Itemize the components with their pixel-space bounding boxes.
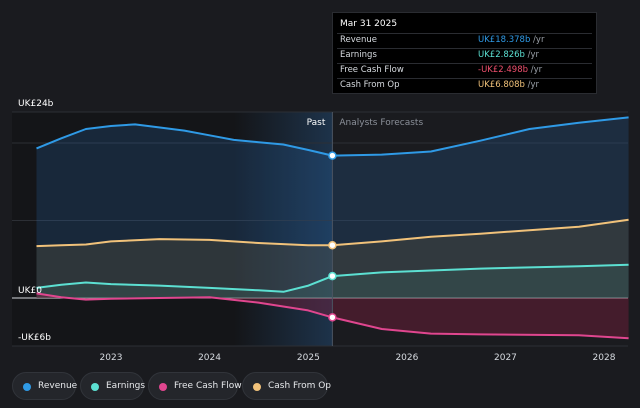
legend-label: Cash From Op [268, 381, 332, 391]
x-tick-label: 2028 [593, 353, 616, 363]
tooltip-row-revenue: Revenue UK£18.378b /yr [333, 34, 598, 48]
earnings-line [36, 263, 629, 293]
tooltip-unit: /yr [527, 80, 540, 90]
tooltip-divider [337, 33, 592, 34]
legend-dot [91, 383, 99, 391]
legend-dot [159, 383, 167, 391]
x-tick-label: 2027 [494, 353, 517, 363]
tooltip-row-cfo: Cash From Op UK£6.808b /yr [333, 79, 598, 93]
tooltip-value-wrap: UK£18.378b /yr [478, 35, 544, 45]
legend-revenue-button[interactable]: Revenue [12, 372, 78, 400]
free-cash-flow-marker [328, 313, 337, 322]
y-tick-label: UK£24b [18, 99, 54, 109]
earnings-marker [328, 271, 337, 281]
legend-label: Earnings [106, 381, 146, 391]
cash-from-op-line [36, 218, 629, 248]
revenue-line [36, 116, 629, 157]
legend-dot [23, 383, 31, 391]
tooltip: Mar 31 2025 Revenue UK£18.378b /yr Earni… [332, 12, 597, 94]
legend-dot [253, 383, 261, 391]
tooltip-value: UK£2.826b [478, 50, 525, 60]
tooltip-label: Free Cash Flow [340, 65, 404, 75]
tooltip-divider [337, 78, 592, 79]
tooltip-label: Revenue [340, 35, 378, 45]
tooltip-unit: /yr [527, 50, 540, 60]
x-tick-label: 2025 [297, 353, 320, 363]
legend-label: Revenue [38, 381, 78, 391]
tooltip-label: Cash From Op [340, 80, 400, 90]
y-tick-label: UK£0 [18, 286, 42, 296]
legend-fcf-button[interactable]: Free Cash Flow [148, 372, 242, 400]
legend-cfo-button[interactable]: Cash From Op [242, 372, 332, 400]
x-tick-label: 2024 [198, 353, 221, 363]
tooltip-value: UK£18.378b [478, 35, 531, 45]
y-tick-label: -UK£6b [18, 333, 51, 343]
cash-from-op-marker [328, 240, 337, 250]
tooltip-value: UK£6.808b [478, 80, 525, 90]
x-tick-label: 2026 [395, 353, 418, 363]
legend-label: Free Cash Flow [174, 381, 242, 391]
tooltip-row-earnings: Earnings UK£2.826b /yr [333, 49, 598, 63]
legend-earnings-button[interactable]: Earnings [80, 372, 146, 400]
tooltip-divider [337, 63, 592, 64]
tooltip-value: -UK£2.498b [478, 65, 528, 75]
tooltip-unit: /yr [530, 65, 543, 75]
tooltip-divider [337, 48, 592, 49]
tooltip-value-wrap: UK£6.808b /yr [478, 80, 539, 90]
tooltip-value-wrap: UK£2.826b /yr [478, 50, 539, 60]
forecast-label: Analysts Forecasts [339, 118, 423, 128]
tooltip-value-wrap: -UK£2.498b /yr [478, 65, 542, 75]
past-label: Past [307, 118, 326, 128]
tooltip-unit: /yr [533, 35, 545, 45]
legend: Revenue Earnings Free Cash Flow Cash Fro… [0, 372, 640, 402]
revenue-marker [328, 151, 337, 160]
free-cash-flow-line [36, 292, 629, 340]
tooltip-row-fcf: Free Cash Flow -UK£2.498b /yr [333, 64, 598, 78]
tooltip-label: Earnings [340, 50, 377, 60]
x-tick-label: 2023 [100, 353, 123, 363]
tooltip-date: Mar 31 2025 [340, 19, 398, 29]
